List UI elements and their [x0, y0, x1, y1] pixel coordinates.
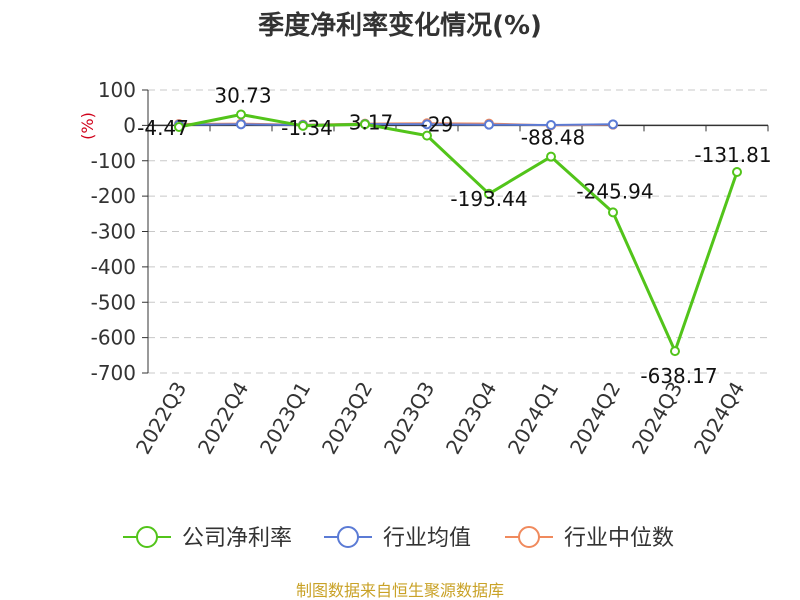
data-point: [670, 346, 680, 357]
legend-label: 公司净利率: [182, 526, 292, 551]
data-label: -29: [421, 113, 454, 137]
data-point: [298, 120, 308, 131]
x-axis: 2022Q3 2022Q4 2023Q1 2023Q2 2023Q3 2023Q4 2024…: [131, 124, 769, 459]
data-point: [484, 119, 494, 130]
data-point: [422, 119, 432, 130]
x-tick-label: 2024Q4: [689, 378, 749, 459]
grid-lines: [148, 89, 768, 374]
x-tick-label: 2024Q3: [627, 378, 687, 459]
y-tick-label: -300: [91, 220, 136, 244]
x-tick-label: 2024Q1: [503, 378, 563, 459]
x-tick-label: 2023Q3: [379, 378, 439, 459]
y-tick-label: -700: [91, 361, 136, 385]
y-tick-label: -200: [91, 184, 136, 208]
legend-marker: [518, 526, 540, 548]
series-layer: [174, 109, 742, 357]
data-labels: -4.47 30.73 -1.34 3.17 -29 -193.44 -88.48 -245.…: [137, 84, 771, 389]
data-point: [608, 207, 618, 218]
data-label: -1.34: [281, 116, 333, 140]
legend-item[interactable]: 公司净利率: [123, 526, 292, 551]
data-point: [174, 121, 184, 132]
data-point: [608, 119, 618, 130]
data-point: [360, 119, 370, 130]
y-unit-label: (%): [78, 112, 97, 140]
x-tick-label: 2024Q2: [565, 378, 625, 459]
legend-label: 行业中位数: [564, 526, 674, 551]
legend[interactable]: 公司净利率 行业均值 行业中位数: [123, 526, 674, 551]
x-tick-label: 2023Q4: [441, 378, 501, 459]
y-tick-label: 100: [98, 78, 136, 102]
data-point: [484, 188, 494, 199]
data-label: -4.47: [137, 116, 189, 140]
y-tick-label: -600: [91, 326, 136, 350]
series-line: [178, 113, 739, 353]
data-point: [546, 151, 556, 162]
data-point: [546, 120, 556, 131]
data-point: [236, 119, 246, 130]
source-note: 制图数据来自恒生聚源数据库: [296, 581, 504, 600]
chart-title: 季度净利率变化情况(%): [258, 10, 542, 41]
data-label: -245.94: [576, 179, 653, 203]
y-tick-label: -400: [91, 255, 136, 279]
data-label: -638.17: [640, 364, 717, 388]
legend-label: 行业均值: [383, 526, 471, 551]
data-label: -193.44: [450, 187, 527, 211]
data-point: [236, 109, 246, 120]
x-tick-label: 2023Q1: [255, 378, 315, 459]
data-label: -88.48: [521, 126, 585, 150]
series-line: [178, 123, 614, 126]
legend-item[interactable]: 行业中位数: [505, 526, 674, 551]
legend-marker: [136, 526, 158, 548]
x-tick-label: 2023Q2: [317, 378, 377, 459]
y-axis: 100 0 -100 -200 -300 -400 -500 -600 -700: [91, 78, 149, 385]
x-tick-label: 2022Q3: [131, 378, 191, 459]
y-tick-label: -100: [91, 149, 136, 173]
legend-marker: [337, 526, 359, 548]
data-point: [422, 130, 432, 141]
x-tick-label: 2022Q4: [193, 378, 253, 459]
legend-item[interactable]: 行业均值: [324, 526, 471, 551]
y-tick-label: -500: [91, 290, 136, 314]
data-label: 30.73: [214, 84, 271, 108]
y-tick-label: 0: [123, 113, 136, 137]
data-label: -131.81: [694, 143, 771, 167]
data-point: [732, 167, 742, 178]
data-label: 3.17: [349, 110, 394, 134]
